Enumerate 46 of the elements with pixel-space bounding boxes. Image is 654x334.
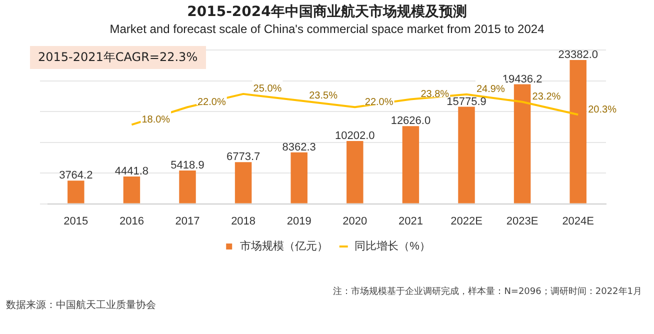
x-tick-label: 2022E [450, 215, 482, 228]
bar [514, 84, 531, 204]
legend-label: 同比增长（%） [354, 240, 430, 253]
data-label: 8362.3 [282, 141, 316, 154]
data-label: 4441.8 [114, 166, 149, 178]
x-tick-label: 2019 [286, 215, 312, 228]
bar [570, 60, 586, 204]
x-tick-label: 2016 [119, 215, 144, 228]
bar [179, 170, 196, 204]
data-label: 23.2% [532, 92, 561, 103]
data-label: 22.0% [364, 96, 394, 108]
data-label: 23382.0 [558, 48, 598, 61]
bar [458, 106, 475, 204]
data-label: 25.0% [253, 84, 282, 95]
data-label: 23.8% [420, 88, 450, 100]
x-tick-label: 2021 [398, 215, 423, 228]
data-label: 18.0% [142, 114, 170, 126]
bar [234, 162, 252, 204]
chart-title: 2015-2024年中国商业航天市场规模及预测 [186, 3, 468, 21]
data-label: 15775.9 [446, 96, 486, 108]
bar [290, 152, 308, 204]
data-label: 3764.2 [59, 170, 93, 182]
x-tick-label: 2024E [562, 215, 594, 228]
x-tick-label: 2023E [506, 215, 538, 228]
chart-subtitle: Market and forecast scale of China's commercial space market from 2015 to 2024 [108, 22, 546, 36]
data-label: 20.3% [588, 104, 617, 116]
data-label: 19436.2 [502, 73, 542, 86]
bar [123, 176, 140, 204]
x-tick-label: 2017 [175, 215, 200, 228]
source-note: 数据来源：中国航天工业质量协会 [6, 298, 156, 312]
bar [68, 180, 84, 204]
x-tick-label: 2015 [64, 215, 88, 228]
legend-label: 市场规模（亿元） [240, 240, 328, 253]
annotation: 2015-2021年CAGR=22.3% [30, 46, 206, 69]
bar [346, 141, 364, 204]
data-label: 24.9% [476, 84, 505, 96]
text: 注：市场规模基于企业调研完成，样本量：N=2096；调研时间：2022年1月 [333, 286, 642, 298]
x-tick-label: 2018 [231, 215, 256, 228]
data-label: 23.5% [309, 90, 338, 102]
data-label: 22.0% [198, 96, 226, 108]
data-label: 5418.9 [170, 159, 204, 172]
x-tick-label: 2020 [342, 215, 368, 228]
data-label: 12626.0 [390, 115, 431, 128]
data-label: 10202.0 [335, 130, 375, 142]
data-label: 6773.7 [226, 151, 260, 164]
bar [402, 126, 420, 204]
